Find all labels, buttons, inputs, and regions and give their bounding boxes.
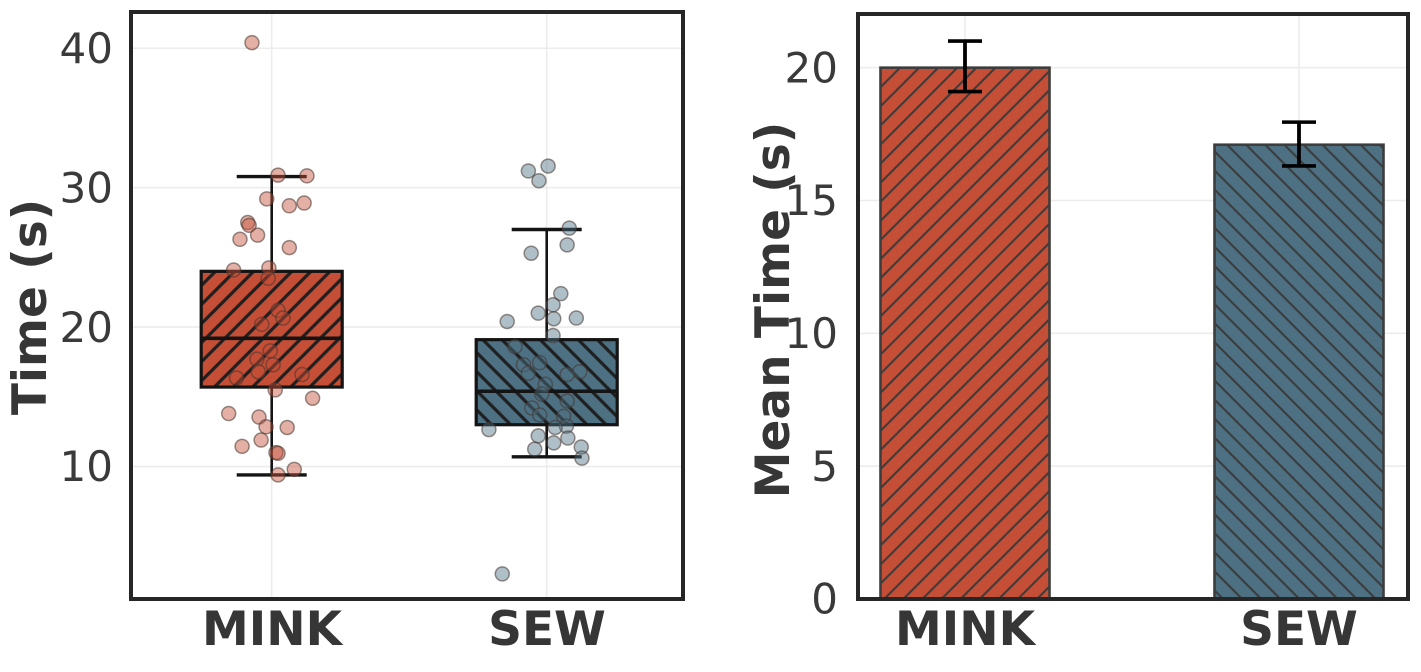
- box-outline-MINK: [199, 269, 344, 389]
- scatter-point-MINK: [304, 390, 321, 406]
- scatter-point-MINK: [250, 363, 267, 380]
- plot-frame: [129, 10, 685, 601]
- scatter-point-MINK: [296, 195, 312, 211]
- y-tick-label-10: 10: [60, 442, 113, 491]
- scatter-point-MINK: [299, 168, 315, 184]
- scatter-point-MINK: [262, 343, 279, 359]
- scatter-point-SEW: [568, 310, 585, 326]
- scatter-point-SEW: [507, 338, 523, 355]
- scatter-point-SEW: [515, 357, 532, 373]
- scatter-point-SEW: [540, 158, 556, 174]
- scatter-point-SEW: [547, 419, 563, 436]
- scatter-point-MINK: [279, 419, 295, 436]
- boxplot-category-label-mink: MINK: [201, 602, 342, 657]
- barplot-category-label-sew: SEW: [1240, 602, 1358, 657]
- boxplot-panel: 10 20 30 40: [60, 10, 685, 601]
- scatter-point-SEW: [545, 297, 561, 313]
- scatter-point-MINK: [249, 351, 265, 367]
- scatter-point-MINK: [254, 316, 270, 333]
- scatter-point-MINK: [228, 370, 245, 386]
- y-tick-label-20: 20: [785, 43, 838, 92]
- scatter-point-SEW: [526, 441, 543, 457]
- bar-hatch-MINK: [880, 67, 1050, 599]
- scatter-point-MINK: [270, 302, 286, 319]
- scatter-point-MINK: [259, 191, 275, 207]
- scatter-point-SEW: [558, 418, 575, 434]
- scatter-point-SEW: [534, 386, 550, 402]
- scatter-point-MINK: [260, 270, 276, 287]
- scatter-point-MINK: [270, 167, 286, 183]
- plot-frame: [856, 12, 1410, 601]
- scatter-point-MINK: [294, 366, 310, 383]
- scatter-point-SEW: [530, 305, 546, 321]
- scatter-point-MINK: [225, 262, 242, 278]
- y-tick-label-20: 20: [60, 303, 113, 352]
- scatter-point-SEW: [523, 245, 539, 261]
- scatter-point-MINK: [267, 382, 283, 398]
- scatter-point-SEW: [494, 566, 511, 582]
- scatter-point-MINK: [220, 405, 237, 422]
- barplot-y-axis-title: Mean Time (s): [746, 121, 801, 499]
- barplot-category-label-mink: MINK: [894, 602, 1035, 657]
- scatter-point-SEW: [573, 439, 589, 455]
- scatter-point-SEW: [574, 450, 590, 466]
- scatter-point-MINK: [270, 467, 286, 483]
- y-tick-label-40: 40: [60, 24, 113, 73]
- scatter-point-MINK: [232, 231, 248, 248]
- scatter-point-MINK: [241, 217, 257, 234]
- box-hatch-SEW: [476, 339, 618, 425]
- scatter-point-SEW: [499, 313, 515, 330]
- scatter-point-SEW: [559, 237, 575, 253]
- scatter-point-MINK: [258, 419, 274, 435]
- box-hatch-MINK: [201, 271, 343, 388]
- y-tick-label-5: 5: [811, 442, 838, 491]
- y-tick-label-0: 0: [811, 575, 838, 624]
- y-tick-label-15: 15: [785, 176, 838, 225]
- scatter-point-MINK: [265, 357, 281, 373]
- scatter-point-SEW: [546, 435, 562, 451]
- scatter-point-MINK: [244, 34, 260, 51]
- scatter-point-MINK: [281, 239, 298, 256]
- scatter-point-SEW: [559, 393, 575, 409]
- bar-hatch-SEW: [1214, 144, 1384, 600]
- scatter-point-SEW: [553, 285, 569, 302]
- scatter-point-SEW: [561, 220, 578, 236]
- scatter-point-MINK: [234, 438, 250, 455]
- y-tick-label-10: 10: [785, 309, 838, 358]
- scatter-point-SEW: [559, 366, 575, 383]
- scatter-point-MINK: [286, 461, 303, 478]
- scatter-point-MINK: [253, 432, 269, 448]
- scatter-point-SEW: [481, 421, 497, 438]
- scatter-point-SEW: [520, 163, 537, 179]
- scatter-point-SEW: [560, 430, 576, 446]
- scatter-point-SEW: [531, 407, 548, 423]
- boxplot-category-label-sew: SEW: [488, 602, 606, 657]
- scatter-point-SEW: [545, 327, 561, 344]
- scatter-point-MINK: [270, 445, 286, 462]
- boxplot-y-axis-title: Time (s): [3, 198, 58, 416]
- barplot-panel: 0 5 10 15 20: [785, 12, 1410, 624]
- scatter-point-MINK: [281, 198, 298, 214]
- scatter-point-SEW: [530, 428, 546, 444]
- scatter-point-MINK: [275, 310, 291, 326]
- scatter-point-SEW: [572, 363, 588, 380]
- scatter-point-SEW: [546, 310, 562, 327]
- y-tick-label-30: 30: [60, 163, 113, 212]
- scatter-point-MINK: [249, 227, 266, 243]
- scatter-point-SEW: [531, 172, 547, 189]
- scatter-point-SEW: [531, 354, 548, 371]
- scatter-point-SEW: [520, 365, 537, 381]
